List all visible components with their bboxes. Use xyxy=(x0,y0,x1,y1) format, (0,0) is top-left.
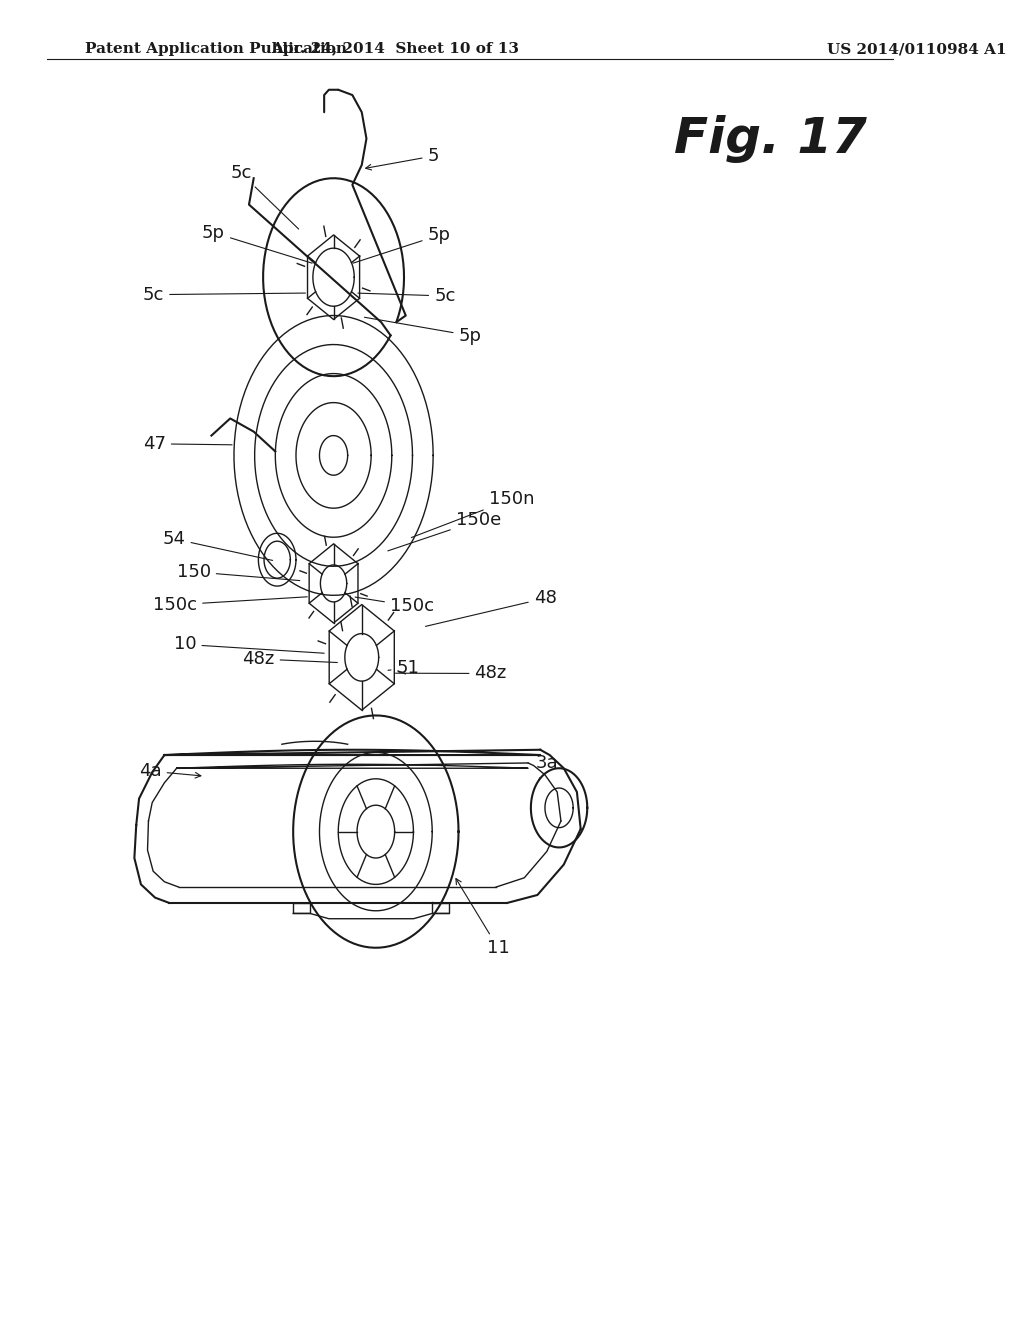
Text: 150c: 150c xyxy=(154,595,307,614)
Text: 10: 10 xyxy=(174,635,325,653)
Text: 47: 47 xyxy=(142,434,232,453)
Text: 150e: 150e xyxy=(388,511,501,550)
Text: 5c: 5c xyxy=(142,285,305,304)
Text: 48z: 48z xyxy=(395,664,507,682)
Text: 48z: 48z xyxy=(243,649,337,668)
Text: Fig. 17: Fig. 17 xyxy=(674,115,867,162)
Text: Apr. 24, 2014  Sheet 10 of 13: Apr. 24, 2014 Sheet 10 of 13 xyxy=(270,42,518,57)
Text: 150c: 150c xyxy=(355,597,434,615)
Text: 5c: 5c xyxy=(358,286,456,305)
Text: 3a: 3a xyxy=(536,754,558,780)
Text: 150: 150 xyxy=(177,562,300,581)
Text: 51: 51 xyxy=(388,659,420,677)
Text: 48: 48 xyxy=(426,589,557,627)
Text: 54: 54 xyxy=(163,529,272,561)
Text: US 2014/0110984 A1: US 2014/0110984 A1 xyxy=(826,42,1007,57)
Text: 5p: 5p xyxy=(353,226,451,263)
Text: 5c: 5c xyxy=(230,164,299,230)
Text: 5p: 5p xyxy=(365,317,481,345)
Text: 150n: 150n xyxy=(412,490,535,537)
Text: 5: 5 xyxy=(366,147,439,170)
Text: 4a: 4a xyxy=(139,762,201,780)
Text: 5p: 5p xyxy=(202,223,312,263)
Text: 11: 11 xyxy=(456,879,510,957)
Text: Patent Application Publication: Patent Application Publication xyxy=(85,42,346,57)
